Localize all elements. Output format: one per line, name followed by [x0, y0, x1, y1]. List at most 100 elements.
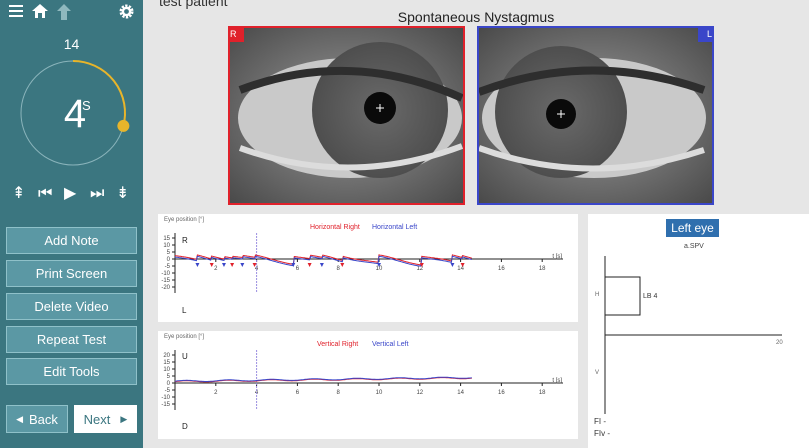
timer-knob[interactable]	[117, 119, 130, 132]
y-tick-label: 15	[163, 360, 170, 366]
y-tick-label: -10	[161, 271, 170, 277]
fi-value: FI -	[594, 417, 606, 426]
spv-x-tick: 20	[776, 340, 783, 346]
y-tick-label: -15	[161, 402, 170, 408]
beat-marker	[340, 263, 345, 267]
x-tick-label: 2	[214, 266, 218, 272]
delete-video-button[interactable]: Delete Video	[6, 293, 137, 320]
spv-bar	[604, 276, 641, 316]
count-label: 14	[63, 36, 80, 52]
x-tick-label: 10	[376, 390, 383, 396]
y-tick-label: -10	[161, 395, 170, 401]
add-note-button[interactable]: Add Note	[6, 227, 137, 254]
beat-marker	[195, 263, 200, 267]
trace-right	[174, 254, 472, 266]
x-tick-label: 8	[337, 390, 341, 396]
timer-value: 4	[63, 92, 87, 136]
left-eye-video[interactable]: L	[477, 26, 714, 205]
repeat-test-button[interactable]: Repeat Test	[6, 326, 137, 353]
y-tick-label: -5	[165, 388, 171, 394]
x-tick-label: 16	[498, 266, 505, 272]
y-tick-label: 10	[163, 367, 170, 373]
y-tick-label: 10	[163, 243, 170, 249]
y-tick-label: 15	[163, 236, 170, 242]
beat-marker	[450, 263, 455, 267]
rewind-start-icon[interactable]: ⇞	[12, 185, 26, 202]
left-eye-panel: Left eye a.SPV H LB 4 V 20 FI - FIv -	[588, 214, 809, 448]
timer-ring	[20, 60, 130, 166]
legend-horizontal-right: Horizontal Right	[310, 224, 360, 231]
spv-bar-label: LB 4	[643, 293, 658, 300]
x-tick-label: 18	[539, 390, 546, 396]
left-eye-tag: L	[698, 28, 712, 42]
gear-icon[interactable]	[118, 3, 135, 20]
horizontal-chart-panel[interactable]: Eye position [°] Horizontal Right Horizo…	[158, 214, 578, 322]
label-l: L	[182, 306, 187, 315]
beat-marker	[230, 263, 235, 267]
x-unit-label: t [s]	[552, 254, 562, 260]
step-forward-icon[interactable]: ⏭	[90, 185, 105, 202]
next-button[interactable]: Next ▶	[74, 405, 137, 433]
trace-left	[174, 255, 472, 267]
x-tick-label: 14	[457, 390, 464, 396]
playback-controls: ⇞ ⏮ ▶ ⏭ ⇟	[8, 184, 136, 204]
vertical-chart-panel[interactable]: Eye position [°] Vertical Right Vertical…	[158, 331, 578, 439]
beat-marker	[209, 263, 214, 267]
beat-marker	[419, 263, 424, 267]
y-tick-label: 5	[167, 374, 171, 380]
x-tick-label: 14	[457, 266, 464, 272]
left-eye-button[interactable]: Left eye	[666, 219, 719, 237]
play-icon[interactable]: ▶	[64, 185, 77, 202]
x-tick-label: 6	[296, 390, 300, 396]
label-d: D	[182, 422, 188, 431]
beat-marker	[307, 263, 312, 267]
forward-end-icon[interactable]: ⇟	[116, 185, 130, 202]
y-tick-label: -5	[165, 264, 171, 270]
patient-name: test patient	[159, 0, 228, 9]
up-arrow-icon	[57, 4, 71, 20]
menu-icon[interactable]	[8, 3, 24, 19]
y-tick-label: -20	[161, 285, 170, 291]
top-toolbar	[0, 3, 143, 23]
test-title: Spontaneous Nystagmus	[397, 9, 555, 25]
x-tick-label: 12	[416, 266, 423, 272]
spv-title: a.SPV	[684, 243, 704, 250]
next-label: Next	[83, 411, 111, 427]
timer-unit: S	[82, 98, 91, 113]
back-arrow-icon: ◀	[16, 413, 23, 424]
beat-marker	[252, 263, 257, 267]
x-tick-label: 6	[296, 266, 300, 272]
next-arrow-icon: ▶	[120, 413, 128, 424]
y-tick-label: 20	[163, 353, 170, 359]
trace-left	[174, 376, 472, 382]
y-tick-label: -15	[161, 278, 170, 284]
step-back-icon[interactable]: ⏮	[38, 185, 53, 202]
back-label: Back	[29, 411, 58, 427]
h-label: H	[595, 292, 600, 298]
beat-marker	[240, 263, 245, 267]
legend-vertical-left: Vertical Left	[372, 341, 409, 348]
beat-marker	[319, 263, 324, 267]
right-eye-video[interactable]: R	[228, 26, 465, 205]
vertical-ylabel: Eye position [°]	[164, 334, 205, 340]
y-tick-label: 0	[167, 257, 171, 263]
x-tick-label: 16	[498, 390, 505, 396]
legend-vertical-right: Vertical Right	[317, 341, 359, 348]
beat-marker	[291, 263, 296, 267]
beat-marker	[377, 263, 381, 267]
horizontal-ylabel: Eye position [°]	[164, 217, 205, 223]
spv-plot	[604, 256, 782, 414]
y-tick-label: 5	[167, 250, 171, 256]
x-tick-label: 8	[337, 266, 341, 272]
right-eye-image	[230, 28, 463, 203]
label-u: U	[182, 352, 188, 361]
edit-tools-button[interactable]: Edit Tools	[6, 358, 137, 385]
home-icon[interactable]	[31, 3, 49, 19]
x-tick-label: 12	[416, 390, 423, 396]
beat-marker	[221, 263, 226, 267]
print-screen-button[interactable]: Print Screen	[6, 260, 137, 287]
beat-marker	[460, 263, 465, 267]
back-button[interactable]: ◀ Back	[6, 405, 68, 433]
